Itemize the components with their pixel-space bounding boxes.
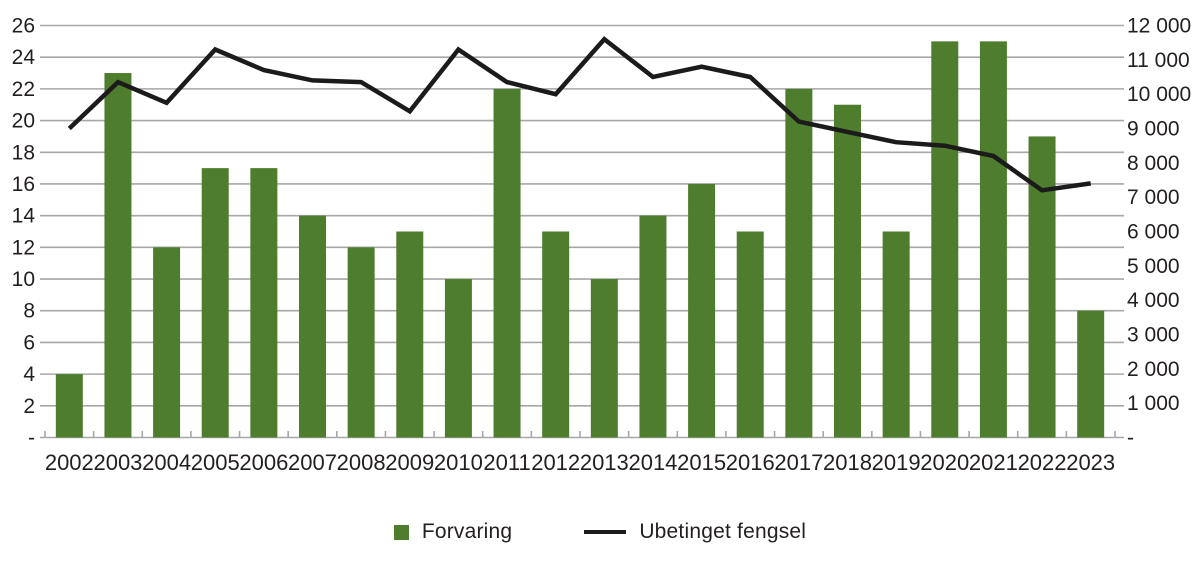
x-label-2022: 2022 (1018, 450, 1067, 475)
x-label-2016: 2016 (726, 450, 775, 475)
bar-2013 (590, 279, 618, 438)
forvaring-swatch-icon (393, 524, 409, 540)
bar-2010 (444, 279, 472, 438)
bar-2019 (882, 231, 910, 438)
left-axis-label-2: 2 (23, 395, 35, 418)
right-axis-label-11000: 11 000 (1127, 49, 1190, 72)
bar-2003 (104, 73, 132, 438)
trend-line (67, 36, 1092, 193)
left-axis-label-20: 20 (12, 110, 35, 133)
x-label-2007: 2007 (288, 450, 337, 475)
x-label-2014: 2014 (628, 450, 677, 475)
bar-2006 (250, 168, 278, 438)
x-label-2006: 2006 (239, 450, 288, 475)
left-axis-label-4: 4 (23, 363, 35, 386)
left-axis-label-18: 18 (12, 141, 35, 164)
bar-2016 (736, 231, 764, 438)
right-axis-label-4000: 4 000 (1127, 289, 1180, 312)
bar-2009 (396, 231, 424, 438)
legend-label-forvaring: Forvaring (421, 520, 513, 543)
x-label-2011: 2011 (483, 450, 530, 475)
x-label-2023: 2023 (1066, 450, 1115, 475)
right-axis-label-3000: 3 000 (1127, 324, 1180, 347)
left-axis-label-22: 22 (12, 78, 35, 101)
chart-legend: Forvaring Ubetinget fengsel (0, 520, 1200, 544)
bar-2023 (1077, 310, 1105, 438)
x-label-2009: 2009 (385, 450, 434, 475)
bar-2004 (153, 247, 181, 438)
right-axis-label-10000: 10 000 (1127, 83, 1191, 106)
bar-2005 (201, 168, 229, 438)
x-label-2017: 2017 (774, 450, 823, 475)
x-label-2019: 2019 (872, 450, 921, 475)
bar-2015 (688, 183, 716, 438)
bar-2008 (347, 247, 375, 438)
x-label-2002: 2002 (45, 450, 94, 475)
right-axis-label-0: - (1127, 427, 1134, 450)
left-axis-label-8: 8 (23, 300, 35, 323)
x-label-2021: 2021 (969, 450, 1018, 475)
bar-2007 (299, 215, 326, 438)
bar-2018 (834, 104, 861, 438)
right-axis-label-9000: 9 000 (1127, 118, 1180, 141)
left-axis-label-26: 26 (12, 15, 35, 38)
legend-label-ubetinget-fengsel: Ubetinget fengsel (639, 520, 807, 543)
legend-item-ubetinget-fengsel: Ubetinget fengsel (584, 520, 806, 544)
x-label-2018: 2018 (823, 450, 872, 475)
bar-2017 (785, 88, 813, 438)
x-label-2003: 2003 (93, 450, 142, 475)
left-axis-label-10: 10 (12, 268, 35, 291)
left-axis-label-12: 12 (12, 236, 35, 259)
bar-2002 (55, 374, 83, 438)
right-axis-label-1000: 1 000 (1127, 392, 1180, 415)
bar-2011 (493, 88, 521, 438)
left-axis-label-6: 6 (23, 331, 35, 354)
right-axis-label-12000: 12 000 (1127, 15, 1191, 38)
legend-item-forvaring: Forvaring (393, 520, 513, 544)
right-axis-label-6000: 6 000 (1127, 221, 1180, 244)
x-label-2015: 2015 (677, 450, 726, 475)
x-label-2012: 2012 (531, 450, 580, 475)
x-label-2013: 2013 (580, 450, 629, 475)
left-axis-label-16: 16 (12, 173, 35, 196)
x-label-2020: 2020 (920, 450, 969, 475)
right-axis-label-5000: 5 000 (1127, 255, 1180, 278)
bar-2014 (639, 215, 667, 438)
x-label-2005: 2005 (191, 450, 240, 475)
x-label-2004: 2004 (142, 450, 191, 475)
left-axis-label-14: 14 (12, 205, 36, 228)
x-label-2008: 2008 (337, 450, 386, 475)
ubetinget-fengsel-line-icon (584, 530, 627, 534)
bar-2012 (542, 231, 570, 438)
x-label-2010: 2010 (434, 450, 483, 475)
left-axis-label-0: - (28, 427, 35, 450)
right-axis-label-8000: 8 000 (1127, 152, 1180, 175)
left-axis-label-24: 24 (12, 46, 36, 69)
right-axis-label-7000: 7 000 (1127, 186, 1180, 209)
bar-2020 (931, 41, 959, 438)
bar-2021 (979, 41, 1007, 438)
right-axis-label-2000: 2 000 (1127, 358, 1180, 381)
